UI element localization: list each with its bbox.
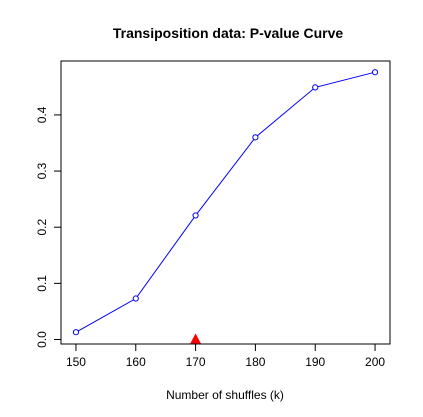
data-point xyxy=(192,212,199,219)
x-axis-label: Number of shuffles (k) xyxy=(166,388,284,402)
y-tick-label: 0.1 xyxy=(35,275,49,292)
x-tick-label: 150 xyxy=(66,355,86,369)
data-point xyxy=(252,134,259,141)
data-point xyxy=(72,329,80,336)
data-point xyxy=(312,84,319,91)
annotation-layer xyxy=(190,333,201,344)
red-triangle-marker xyxy=(190,333,201,344)
x-axis: 150 160 170 180 190 200 xyxy=(66,343,385,369)
x-tick-label: 160 xyxy=(126,355,146,369)
x-tick-label: 200 xyxy=(365,355,385,369)
y-tick-label: 0.3 xyxy=(35,162,49,179)
data-point xyxy=(371,69,379,76)
y-tick-label: 0.4 xyxy=(35,106,49,123)
x-tick-label: 170 xyxy=(186,355,206,369)
series-line xyxy=(75,71,376,333)
y-tick-label: 0.0 xyxy=(35,331,49,348)
y-tick-label: 0.2 xyxy=(35,219,49,236)
y-axis: 0.0 0.1 0.2 0.3 0.4 xyxy=(35,106,62,348)
chart-title: Transiposition data: P-value Curve xyxy=(113,25,343,41)
series-layer xyxy=(72,69,379,336)
x-tick-label: 180 xyxy=(245,355,265,369)
data-point xyxy=(132,295,139,302)
x-tick-label: 190 xyxy=(305,355,325,369)
plot-frame xyxy=(60,60,391,345)
